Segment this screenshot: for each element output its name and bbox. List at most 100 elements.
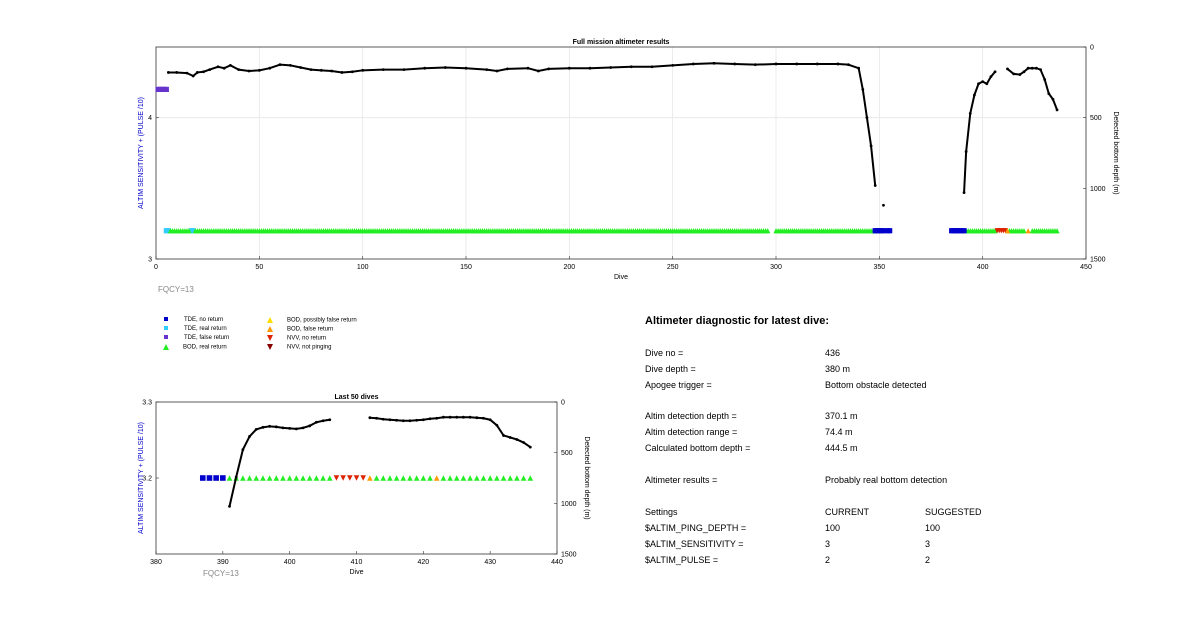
status-marker bbox=[494, 475, 500, 481]
bottom-depth-point bbox=[381, 68, 385, 72]
bottom-depth-line bbox=[168, 62, 877, 186]
bottom-depth-point bbox=[288, 426, 292, 430]
bottom-depth-point bbox=[1055, 108, 1059, 112]
bottom-depth-point bbox=[464, 66, 468, 70]
diagnostic-suggested: 3 bbox=[925, 539, 931, 549]
legend-item: TDE, real return bbox=[163, 326, 227, 332]
bottom-depth-line bbox=[369, 416, 531, 448]
diagnostic-label: Calculated bottom depth = bbox=[645, 443, 751, 453]
bottom-depth-point bbox=[395, 418, 398, 422]
bottom-depth-point bbox=[1051, 97, 1055, 101]
status-marker bbox=[246, 475, 253, 481]
legend-label: BOD, possibly false return bbox=[287, 317, 357, 324]
bottom-depth-point bbox=[547, 67, 551, 71]
status-marker bbox=[1004, 228, 1011, 234]
bottom-depth-point bbox=[1035, 66, 1038, 70]
bottom-depth-point bbox=[448, 415, 452, 419]
triangle-down-icon bbox=[267, 335, 273, 341]
bottom-depth-point bbox=[1018, 73, 1022, 76]
legend-item: BOD, possibly false return bbox=[267, 317, 357, 324]
bottom-depth-point bbox=[435, 416, 439, 420]
legend-label: TDE, real return bbox=[184, 326, 227, 332]
status-marker bbox=[306, 475, 313, 481]
bottom-depth-point bbox=[268, 66, 272, 70]
bottom-depth-point bbox=[167, 71, 170, 74]
status-marker bbox=[453, 475, 460, 481]
bottom-depth-point bbox=[964, 150, 968, 153]
bottom-depth-point bbox=[248, 435, 251, 438]
status-marker bbox=[961, 228, 967, 234]
triangle-up-icon bbox=[267, 317, 273, 323]
status-marker bbox=[273, 475, 280, 481]
x-axis-label: Dive bbox=[614, 274, 628, 281]
y-right-tick-label: 0 bbox=[1090, 45, 1094, 52]
triangle-down-icon bbox=[267, 344, 273, 350]
status-marker bbox=[427, 475, 433, 481]
bottom-depth-point bbox=[989, 75, 993, 79]
bottom-depth-point bbox=[1006, 67, 1009, 71]
y-left-axis-label: ALTIM SENSITIVITY + (PULSE /10) bbox=[138, 97, 145, 209]
y-right-tick-label: 500 bbox=[1090, 115, 1102, 122]
diagnostic-suggested: 2 bbox=[925, 555, 931, 565]
bottom-depth-line bbox=[963, 71, 996, 193]
bottom-depth-point bbox=[328, 418, 332, 422]
x-tick-label: 200 bbox=[563, 264, 575, 271]
status-marker bbox=[199, 475, 206, 481]
bottom-depth-point bbox=[865, 116, 869, 120]
square-marker-icon bbox=[164, 317, 168, 322]
bottom-depth-point bbox=[488, 418, 492, 422]
x-tick-label: 430 bbox=[484, 559, 496, 566]
y-right-tick-label: 1500 bbox=[561, 552, 577, 559]
status-marker bbox=[340, 475, 346, 481]
bottom-depth-point bbox=[195, 71, 199, 74]
bottom-depth-point bbox=[208, 68, 212, 72]
status-marker bbox=[447, 475, 453, 481]
bottom-depth-point bbox=[381, 417, 385, 421]
bottom-depth-point bbox=[733, 62, 737, 66]
status-marker bbox=[293, 475, 300, 481]
status-marker bbox=[440, 475, 447, 481]
bottom-depth-point bbox=[228, 504, 231, 508]
bottom-depth-point bbox=[588, 66, 592, 70]
diagnostic-value: 2 bbox=[825, 555, 831, 565]
bottom-depth-point bbox=[846, 63, 850, 67]
status-marker bbox=[413, 475, 420, 481]
bottom-depth-point bbox=[428, 417, 432, 421]
status-marker bbox=[400, 475, 407, 481]
x-tick-label: 0 bbox=[154, 264, 158, 271]
status-marker bbox=[433, 475, 440, 481]
bottom-depth-point bbox=[402, 68, 406, 72]
legend-item: NVV, not pinging bbox=[267, 344, 331, 351]
x-tick-label: 400 bbox=[284, 559, 296, 566]
bottom-depth-point bbox=[278, 63, 282, 67]
diagnostic-label: $ALTIM_SENSITIVITY = bbox=[645, 539, 744, 549]
bottom-depth-point bbox=[1022, 70, 1026, 74]
legend-item: TDE, no return bbox=[163, 317, 223, 323]
y-right-tick-label: 1000 bbox=[561, 501, 577, 508]
bottom-depth-point bbox=[185, 71, 189, 75]
bottom-depth-point bbox=[288, 63, 292, 67]
status-marker bbox=[326, 475, 333, 481]
bottom-depth-point bbox=[268, 424, 272, 428]
bottom-depth-point bbox=[495, 423, 499, 427]
square-marker-icon bbox=[164, 335, 168, 340]
bottom-depth-point bbox=[774, 62, 778, 66]
bottom-depth-point bbox=[1012, 72, 1016, 76]
bottom-depth-point bbox=[609, 66, 613, 69]
triangle-up-icon bbox=[163, 344, 169, 350]
bottom-depth-point bbox=[229, 63, 232, 67]
x-tick-label: 150 bbox=[460, 264, 472, 271]
bottom-depth-point bbox=[274, 425, 278, 429]
status-marker bbox=[880, 228, 887, 234]
diagnostic-value: 3 bbox=[825, 539, 831, 549]
bottom-depth-point bbox=[241, 448, 245, 452]
bottom-depth-point bbox=[254, 427, 258, 431]
bottom-depth-point bbox=[234, 475, 238, 479]
fqcy-annotation: FQCY=13 bbox=[203, 569, 239, 578]
bottom-depth-point bbox=[175, 71, 179, 74]
diagnostic-value: 444.5 m bbox=[825, 443, 858, 453]
y-left-tick-label: 3 bbox=[148, 257, 152, 264]
status-marker bbox=[333, 475, 340, 481]
bottom-depth-point bbox=[415, 418, 419, 422]
status-marker bbox=[500, 475, 507, 481]
